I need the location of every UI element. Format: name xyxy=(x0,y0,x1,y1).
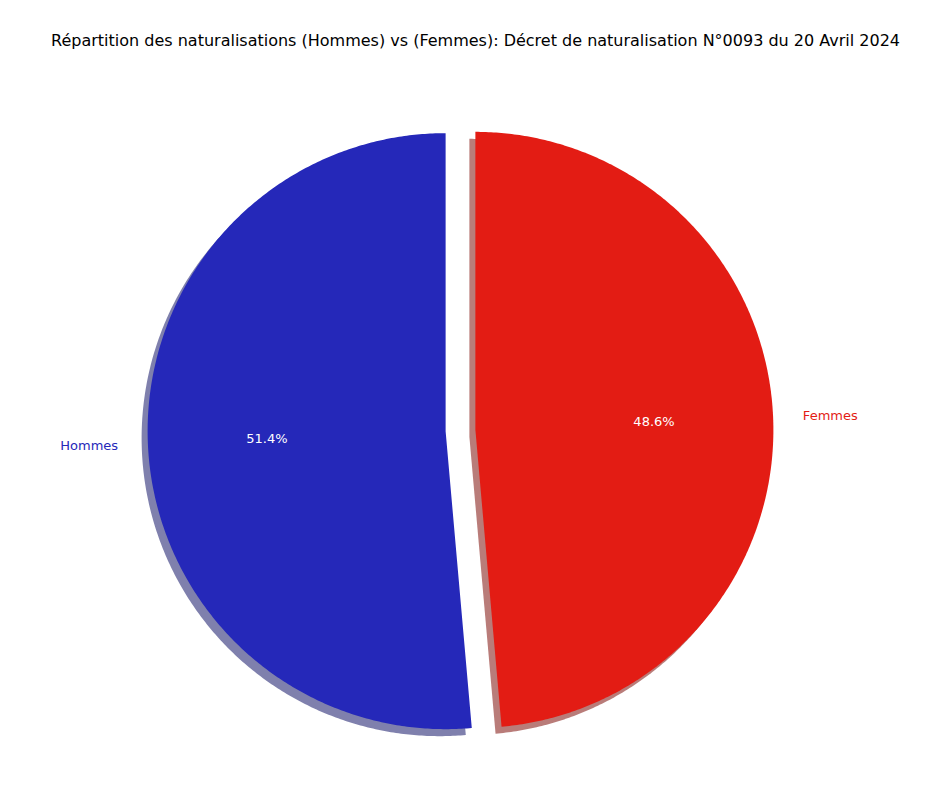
svg-text:Hommes: Hommes xyxy=(60,438,118,453)
svg-text:51.4%: 51.4% xyxy=(246,431,287,446)
svg-text:Femmes: Femmes xyxy=(803,408,858,423)
svg-text:Répartition des naturalisation: Répartition des naturalisations (Hommes)… xyxy=(51,31,900,50)
svg-text:48.6%: 48.6% xyxy=(633,414,674,429)
